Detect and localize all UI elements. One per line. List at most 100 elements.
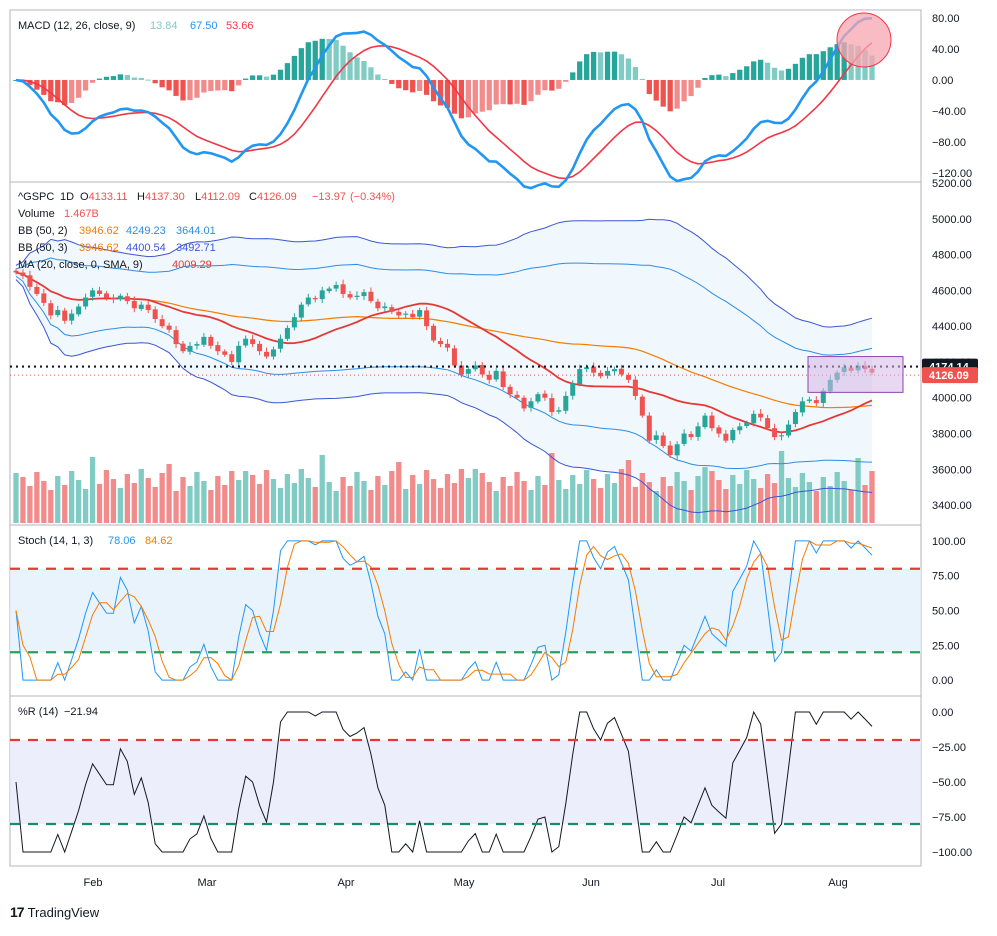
- macd-histogram-bar: [632, 67, 639, 80]
- candle-body: [27, 275, 33, 287]
- x-tick-label: Mar: [198, 877, 217, 889]
- candle-body: [97, 290, 103, 294]
- candle-body: [333, 285, 339, 289]
- volume-bar: [688, 490, 694, 523]
- macd-histogram-bar: [69, 79, 75, 103]
- volume-bar: [542, 485, 548, 523]
- price-y-tick-label: 4400.00: [932, 321, 972, 333]
- candle-body: [229, 354, 235, 362]
- candle-body: [584, 367, 590, 370]
- candle-body: [208, 336, 214, 346]
- volume-bar: [326, 482, 332, 523]
- volume-bar: [236, 480, 242, 523]
- macd-y-tick-label: −80.00: [932, 137, 966, 149]
- volume-bar: [270, 479, 277, 523]
- volume-bar: [375, 476, 381, 523]
- macd-histogram-bar: [590, 51, 597, 80]
- candle-body: [813, 400, 819, 404]
- ohlc-open: O4133.11: [80, 191, 128, 203]
- volume-bar: [166, 464, 172, 523]
- candle-body: [284, 327, 290, 339]
- bb2-upper: 4249.23: [126, 225, 166, 237]
- macd-histogram-bar: [243, 78, 249, 80]
- candle-body: [152, 309, 158, 319]
- bb3-upper-line: [15, 218, 873, 328]
- volume-bar: [340, 477, 346, 523]
- ma20-line: [15, 271, 873, 434]
- bb-basis-line: [15, 271, 873, 409]
- candle-body: [298, 304, 304, 318]
- volume-bar: [778, 451, 785, 523]
- macd-y-tick-label: −120.00: [932, 168, 972, 180]
- candle-body: [507, 386, 513, 395]
- price-legend: ^GSPC 1D O4133.11 H4137.30 L4112.09 C412…: [18, 191, 395, 271]
- macd-histogram-bar: [145, 79, 151, 81]
- volume-bar: [243, 471, 249, 523]
- candle-body: [389, 307, 395, 312]
- candle-body: [716, 427, 722, 434]
- macd-histogram-bar: [681, 79, 687, 102]
- volume-bar: [82, 489, 89, 523]
- volume-bar: [465, 478, 472, 523]
- tradingview-brand[interactable]: 17 TradingView: [10, 904, 99, 920]
- bb2-lower: 3644.01: [176, 225, 216, 237]
- candle-body: [792, 412, 798, 425]
- candle-body: [779, 435, 785, 437]
- bb2-basis: 3946.62: [79, 225, 119, 237]
- candle-body: [138, 304, 144, 309]
- volume-bar: [208, 490, 214, 523]
- highlight-box: [807, 356, 904, 393]
- candle-body: [702, 415, 708, 428]
- macd-histogram-bar: [27, 79, 33, 86]
- macd-signal-value: 53.66: [226, 20, 254, 32]
- candle-body: [723, 433, 729, 441]
- ma-value: 4009.29: [172, 259, 212, 271]
- macd-histogram-bar: [792, 63, 799, 80]
- macd-histogram-bar: [785, 68, 792, 80]
- volume-bar: [451, 483, 458, 523]
- macd-histogram-bar: [764, 62, 771, 80]
- volume-bar: [716, 480, 722, 523]
- macd-histogram-bar: [542, 79, 548, 91]
- price-y-tick-label: 3600.00: [932, 464, 972, 476]
- volume-bar: [124, 474, 130, 523]
- macd-histogram-bar: [674, 79, 680, 109]
- candle-body: [611, 369, 618, 372]
- x-tick-label: Jul: [711, 877, 725, 889]
- macd-histogram-bar: [514, 79, 520, 104]
- volume-bar: [500, 477, 506, 523]
- volume-bar: [180, 477, 186, 523]
- macd-histogram-bar: [215, 79, 221, 91]
- price-y-tick-label: 4000.00: [932, 393, 972, 405]
- volume-bar: [674, 472, 680, 523]
- macd-histogram-bar: [263, 76, 270, 80]
- volume-label: Volume: [18, 208, 55, 220]
- macd-histogram-bar: [131, 77, 137, 80]
- macd-histogram-bar: [375, 74, 381, 80]
- volume-bar: [173, 491, 179, 523]
- macd-histogram-bar: [618, 54, 625, 80]
- macd-histogram-bar: [305, 42, 311, 80]
- volume-bar: [667, 486, 673, 523]
- macd-histogram-bar: [751, 61, 757, 80]
- macd-histogram-bar: [639, 78, 645, 80]
- candle-body: [83, 297, 89, 307]
- macd-y-tick-label: 80.00: [932, 13, 960, 25]
- volume-bar: [702, 467, 708, 523]
- candle-body: [653, 435, 659, 440]
- volume-bar: [416, 484, 423, 523]
- candle-body: [62, 310, 68, 321]
- volume-bar: [194, 472, 200, 523]
- volume-bar: [215, 476, 221, 523]
- x-tick-label: May: [454, 877, 475, 889]
- macd-histogram-bar: [117, 74, 124, 80]
- macd-histogram-bar: [758, 59, 764, 80]
- candle-body: [618, 368, 624, 375]
- wr-band-fill: [10, 740, 921, 824]
- volume-bar: [737, 484, 743, 523]
- bb3-label: BB (50, 3): [18, 242, 68, 254]
- candle-body: [375, 301, 381, 309]
- candle-body: [340, 284, 346, 294]
- candle-body: [368, 291, 374, 302]
